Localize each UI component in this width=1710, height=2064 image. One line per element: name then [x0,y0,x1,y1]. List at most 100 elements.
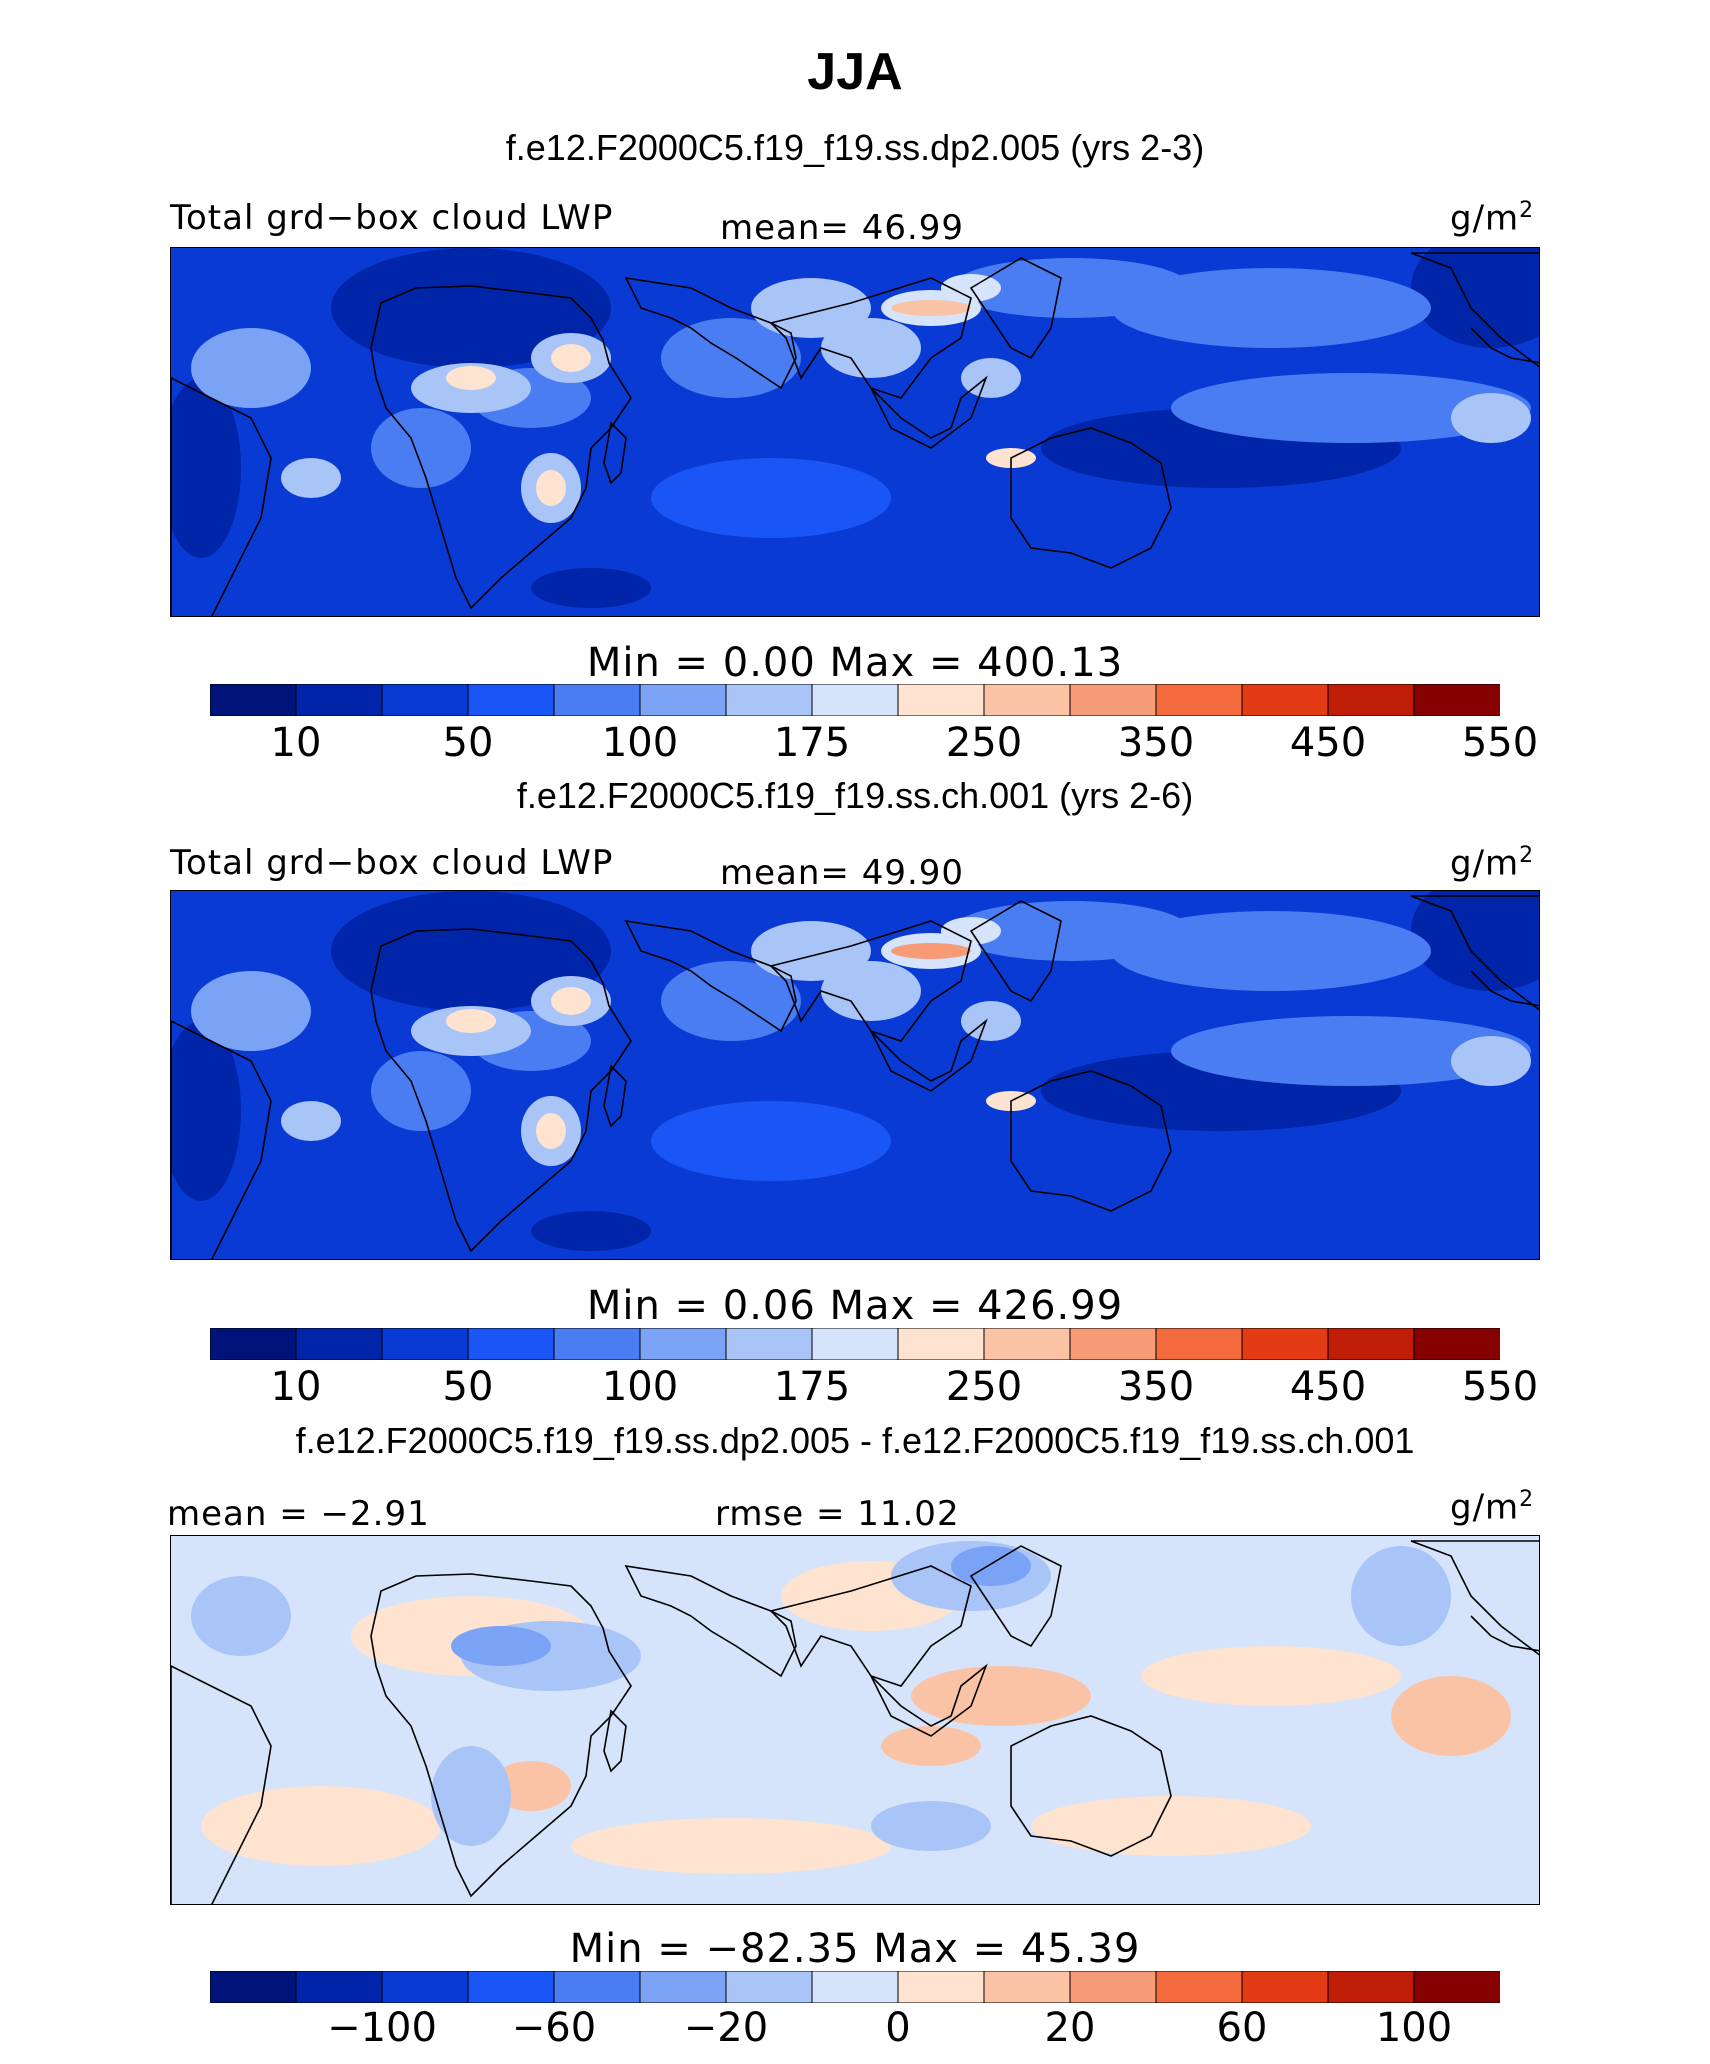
colorbar-tick-label: 20 [1044,2005,1096,2051]
coastline [870,1663,988,1737]
coastline [171,1020,272,1259]
colorbar-swatch [725,684,813,716]
field-contour [551,344,591,372]
field-contour [281,1101,341,1141]
field-contour [1141,1646,1401,1706]
field-contour [651,458,891,538]
colorbar-swatch [467,1971,555,2003]
colorbar-swatch [897,684,985,716]
colorbar-swatch [983,1971,1071,2003]
colorbar-tick-label: 175 [773,720,851,766]
field-contour [191,328,311,408]
colorbar-swatch [295,684,383,716]
field-contour [171,378,241,558]
colorbar-swatch [1069,684,1157,716]
colorbar-swatch [1241,684,1329,716]
colorbar-swatch [467,1328,555,1360]
colorbar-tick-label: 250 [945,1364,1023,1410]
field-contour [371,1051,471,1131]
field-contour [531,568,651,608]
field-contour [536,1113,566,1149]
field-contour [751,278,871,338]
field-contour [961,358,1021,398]
colorbar-swatch [553,1971,641,2003]
coastline [370,285,632,610]
coastline [1010,427,1172,569]
field-contour [891,943,971,959]
coastline [769,277,972,399]
colorbar-tick-label: 10 [270,720,322,766]
map-panel-1 [170,247,1540,617]
coastline [624,919,797,1033]
colorbar-swatch [811,684,899,716]
colorbar-tick-label: 50 [442,1364,494,1410]
coastline [969,1545,1062,1648]
colorbar-tick-label: 100 [601,1364,679,1410]
field-contour [571,1818,891,1874]
coastline [769,1565,972,1687]
colorbar-swatch [811,1328,899,1360]
colorbar-ticks-1: 10 50 100 175 250 350 450 550 [210,720,1539,770]
colorbar-swatch [295,1971,383,2003]
coastline [603,1064,627,1128]
minmax-label-1: Min = 0.00 Max = 400.13 [586,640,1124,686]
field-contour [1171,1016,1531,1086]
field-contour [951,901,1191,961]
colorbar-swatch [639,684,727,716]
case-title-1: f.e12.F2000C5.f19_f19.ss.dp2.005 (yrs 2-… [505,127,1205,168]
field-contour [451,1626,551,1666]
case-title-3: f.e12.F2000C5.f19_f19.ss.dp2.005 - f.e12… [295,1420,1415,1461]
colorbar-tick-label: 175 [773,1364,851,1410]
field-contour [531,1211,651,1251]
colorbar-swatch [1413,1328,1500,1360]
field-contour [871,1801,991,1851]
colorbar-ticks-2: 10 50 100 175 250 350 450 550 [210,1364,1539,1414]
colorbar-tick-label: −60 [511,2005,597,2051]
coastline [624,1564,797,1678]
field-contour [191,1576,291,1656]
field-contour [951,258,1191,318]
colorbar-tick-label: 0 [885,2005,911,2051]
colorbar-swatch [381,1328,469,1360]
mean-diff-label: mean = −2.91 [167,1494,430,1534]
coastline [1470,1615,1539,1652]
difference-map [171,1536,1539,1904]
rmse-label: rmse = 11.02 [715,1494,960,1534]
colorbar-tick-label: 100 [1375,2005,1453,2051]
colorbar-1 [210,684,1500,716]
colorbar-tick-label: 100 [601,720,679,766]
colorbar-swatch [639,1328,727,1360]
lwp-map-2 [171,891,1539,1259]
colorbar-tick-label: −100 [327,2005,437,2051]
colorbar-2 [210,1328,1500,1360]
coastline [603,421,627,485]
field-contour [281,458,341,498]
field-contour [1411,891,1539,991]
colorbar-3 [210,1971,1500,2003]
field-contour [331,248,611,368]
colorbar-swatch [1413,1971,1500,2003]
minmax-label-3: Min = −82.35 Max = 45.39 [569,1926,1141,1972]
unit-label-2: g/m2 [1450,843,1535,884]
coastline [969,257,1062,360]
field-label-1: Total grd−box cloud LWP [170,198,614,238]
colorbar-tick-label: 350 [1117,720,1195,766]
colorbar-tick-label: 250 [945,720,1023,766]
case-title-2: f.e12.F2000C5.f19_f19.ss.ch.001 (yrs 2-6… [516,775,1194,816]
field-contour [821,318,921,378]
coastline [171,377,272,616]
field-contour [331,891,611,1011]
colorbar-swatch [210,1971,297,2003]
field-contour [171,1021,241,1201]
colorbar-ticks-3: −100 −60 −20 0 20 60 100 [210,2005,1500,2055]
field-contour [536,470,566,506]
colorbar-swatch [467,684,555,716]
colorbar-swatch [1155,1328,1243,1360]
map-panel-3 [170,1535,1540,1905]
colorbar-tick-label: 550 [1461,720,1539,766]
coastline [370,928,632,1253]
field-contour [1391,1676,1511,1756]
colorbar-swatch [1155,1971,1243,2003]
coastline [1010,1070,1172,1212]
colorbar-tick-label: −20 [683,2005,769,2051]
